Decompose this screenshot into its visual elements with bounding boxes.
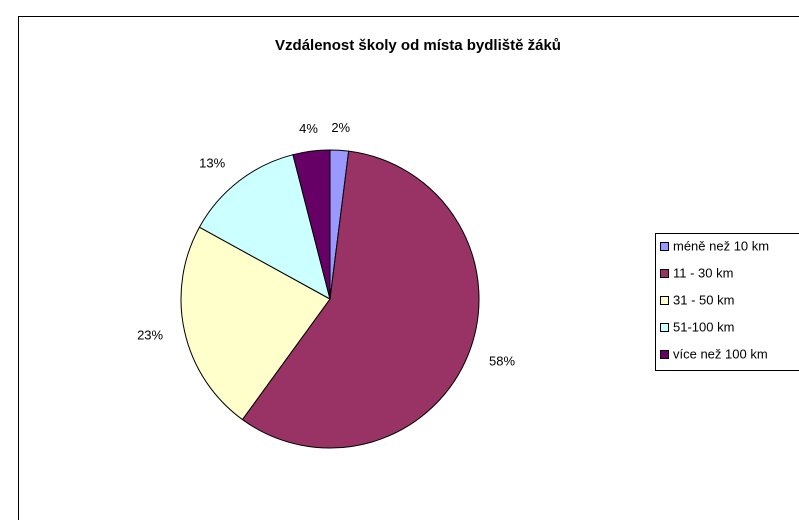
legend-box: [655, 233, 799, 371]
legend-swatch: [660, 296, 669, 305]
chart-title: Vzdálenost školy od místa bydliště žáků: [275, 37, 561, 54]
legend-label: 11 - 30 km: [673, 265, 733, 280]
legend-swatch: [660, 242, 669, 251]
data-label: 4%: [299, 121, 318, 136]
pie-slice: [198, 154, 331, 300]
legend-label: méně než 10 km: [673, 238, 769, 253]
legend-swatch: [660, 323, 669, 332]
data-label: 2%: [331, 120, 350, 135]
data-label: 13%: [199, 155, 225, 170]
data-label: 23%: [137, 328, 163, 343]
pie-slice: [292, 149, 331, 300]
pie-slice: [180, 226, 331, 421]
pie-slice: [241, 150, 480, 449]
legend-swatch: [660, 269, 669, 278]
legend-label: 51-100 km: [673, 319, 734, 334]
legend-swatch: [660, 350, 669, 359]
data-label: 58%: [489, 353, 515, 368]
legend-label: 31 - 50 km: [673, 292, 734, 307]
legend-label: více než 100 km: [673, 346, 768, 361]
